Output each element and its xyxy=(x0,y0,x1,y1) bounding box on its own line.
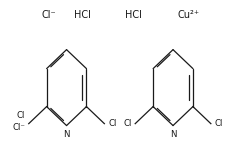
Text: Cl: Cl xyxy=(123,119,132,128)
Text: Cl: Cl xyxy=(214,119,223,128)
Text: HCl: HCl xyxy=(74,10,91,20)
Text: Cl⁻: Cl⁻ xyxy=(41,10,56,20)
Text: Cl⁻: Cl⁻ xyxy=(12,123,25,132)
Text: Cl: Cl xyxy=(17,111,25,120)
Text: Cu²⁺: Cu²⁺ xyxy=(178,10,200,20)
Text: Cl: Cl xyxy=(108,119,116,128)
Text: N: N xyxy=(63,130,70,139)
Text: N: N xyxy=(170,130,176,139)
Text: HCl: HCl xyxy=(125,10,142,20)
